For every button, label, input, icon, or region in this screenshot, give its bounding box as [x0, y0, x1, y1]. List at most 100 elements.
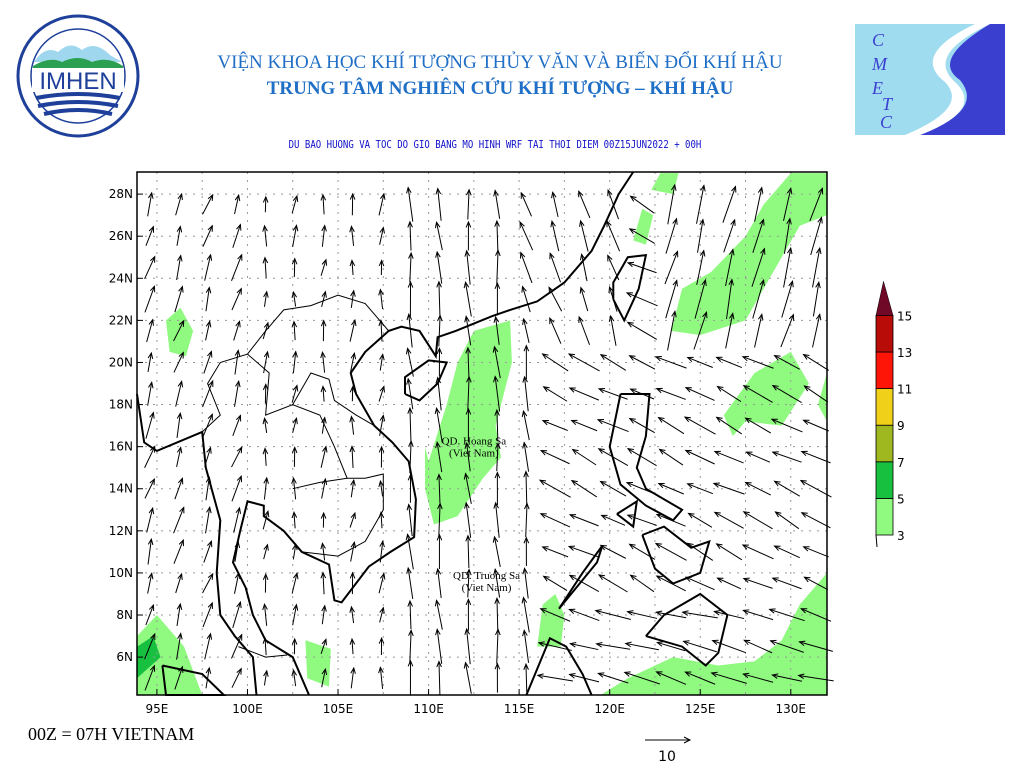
wind-arrow-shaft — [379, 354, 384, 371]
wind-arrow-head — [236, 475, 243, 483]
wind-arrow-shaft — [542, 420, 568, 432]
wind-arrow — [204, 632, 213, 660]
wind-arrow — [144, 632, 156, 660]
wind-arrow-head — [773, 545, 781, 551]
wind-arrow — [522, 567, 529, 599]
wind-arrow-head — [322, 445, 328, 453]
wind-arrow-shaft — [465, 316, 472, 346]
wind-arrow-head — [687, 512, 695, 519]
wind-arrow-head — [407, 599, 413, 607]
wind-arrow-shaft — [232, 224, 241, 248]
colorbar-segment — [875, 314, 894, 353]
reference-vector-label: 10 — [658, 749, 676, 765]
colorbar-segment — [875, 424, 894, 463]
wind-arrow — [291, 668, 297, 687]
wind-arrow — [803, 576, 829, 591]
wind-arrow-shaft — [696, 185, 705, 224]
wind-arrow-head — [291, 637, 298, 645]
wind-arrow-head — [745, 451, 753, 457]
wind-arrow-shaft — [523, 630, 530, 663]
island-label-country: (Viet Nam) — [449, 448, 499, 460]
wind-arrow — [436, 347, 443, 377]
wind-arrow-head — [769, 639, 777, 646]
wind-arrow — [465, 598, 472, 631]
wind-arrow — [234, 571, 241, 594]
svg-text:C: C — [872, 30, 885, 50]
wind-arrow — [205, 475, 212, 501]
wind-arrow-head — [147, 572, 154, 580]
wind-arrow-shaft — [202, 380, 214, 408]
wind-arrow — [349, 511, 356, 528]
wind-arrow — [519, 221, 534, 251]
wind-arrow-shaft — [600, 481, 627, 497]
wind-arrow-head — [320, 542, 326, 550]
wind-arrow-head — [177, 254, 183, 262]
wind-arrow-shaft — [438, 474, 441, 503]
wind-arrow-head — [773, 354, 781, 361]
wind-arrow — [578, 315, 591, 345]
wind-arrow-head — [262, 224, 268, 232]
wind-arrow-shaft — [746, 451, 771, 463]
wind-arrow-head — [350, 666, 356, 674]
wind-arrow — [628, 543, 656, 560]
wind-arrow — [406, 503, 413, 537]
wind-arrow — [408, 628, 414, 663]
wind-arrow-head — [625, 292, 633, 298]
wind-arrow — [175, 380, 184, 407]
wind-arrow-head — [522, 317, 528, 325]
wind-arrow-head — [291, 446, 298, 454]
wind-arrow — [725, 312, 735, 349]
wind-arrow-shaft — [147, 192, 153, 217]
wind-arrow-head — [292, 417, 298, 425]
wind-arrow-shaft — [145, 604, 154, 626]
wind-arrow-shaft — [685, 387, 715, 401]
wind-arrow-shaft — [743, 673, 774, 683]
wind-arrow — [539, 450, 570, 465]
wind-arrow — [594, 609, 631, 620]
wind-arrow — [606, 220, 621, 252]
wind-arrow-head — [539, 450, 548, 456]
wind-arrow-head — [623, 671, 631, 677]
wind-arrow-shaft — [783, 188, 792, 222]
colorbar-tail — [875, 534, 878, 548]
wind-arrow-shaft — [466, 250, 471, 285]
wind-arrow — [628, 228, 655, 244]
wind-arrow-shaft — [688, 512, 713, 528]
wind-arrow — [436, 660, 442, 695]
wind-arrow — [626, 261, 657, 274]
wind-arrow — [262, 383, 269, 404]
wind-arrow-shaft — [572, 449, 597, 466]
wind-arrow-shaft — [292, 478, 297, 500]
wind-arrow-head — [494, 281, 501, 289]
wind-arrow-shaft — [232, 602, 241, 629]
wind-arrow — [291, 637, 298, 655]
wind-arrow-head — [815, 313, 822, 321]
wind-arrow-head — [262, 602, 268, 611]
wind-arrow — [493, 501, 500, 538]
wind-arrow-head — [579, 286, 586, 294]
wind-arrow-head — [378, 636, 385, 644]
wind-arrow-head — [236, 223, 242, 231]
wind-arrow-head — [599, 544, 607, 551]
wind-arrow-head — [742, 511, 750, 517]
wind-arrow — [435, 376, 442, 411]
wind-arrow-head — [494, 219, 500, 227]
wind-arrow-shaft — [774, 545, 800, 559]
wind-arrow-shaft — [580, 220, 589, 252]
wind-arrow — [771, 673, 803, 682]
wind-arrow-head — [771, 577, 779, 583]
svg-text:C: C — [880, 112, 893, 132]
wind-arrow-head — [715, 356, 723, 362]
wind-arrow-head — [686, 542, 694, 549]
wind-arrow-shaft — [407, 348, 414, 377]
wind-arrow-head — [406, 566, 412, 574]
wind-arrow-head — [235, 379, 241, 388]
wind-arrow — [521, 409, 530, 441]
wind-arrow-shaft — [205, 321, 211, 341]
wind-arrow — [626, 514, 657, 526]
wind-arrow-shaft — [629, 228, 655, 244]
wind-arrow-head — [551, 191, 557, 199]
wind-arrow-head — [465, 346, 471, 354]
wind-arrow-shaft — [408, 314, 413, 348]
wind-arrow — [147, 351, 154, 373]
